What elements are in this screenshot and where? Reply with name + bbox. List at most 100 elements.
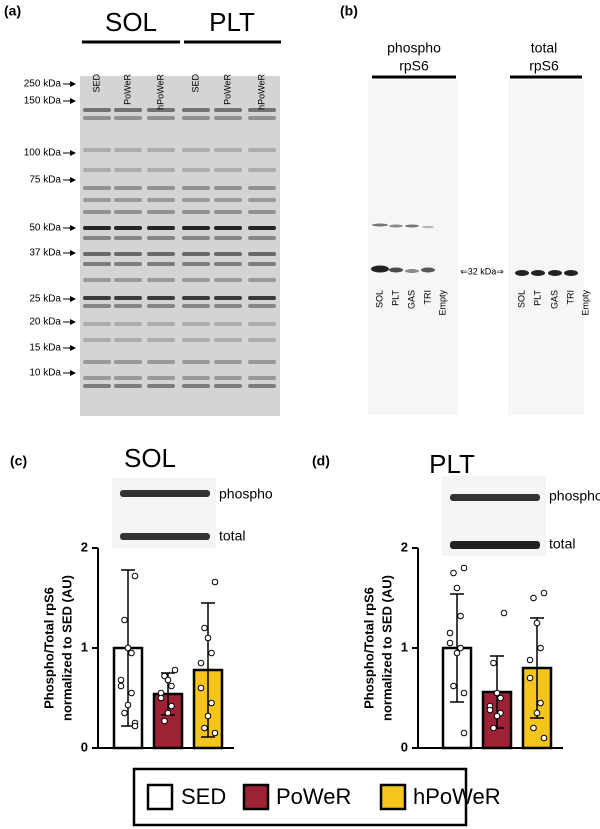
y-axis-label: Phospho/Total rpS6 bbox=[41, 587, 56, 709]
gel-band bbox=[147, 108, 175, 112]
gel-band bbox=[182, 322, 210, 326]
data-point bbox=[450, 682, 457, 690]
lane-label: GAS bbox=[406, 290, 416, 309]
gel-band bbox=[83, 252, 111, 256]
gel-band bbox=[248, 198, 276, 202]
lane-label: TRI bbox=[422, 290, 432, 305]
gel-band bbox=[83, 322, 111, 326]
gel-band bbox=[214, 210, 242, 214]
data-point bbox=[171, 666, 179, 674]
data-point bbox=[493, 712, 501, 720]
lane-label: PLT bbox=[532, 290, 542, 306]
gel-band bbox=[83, 108, 111, 112]
gel-band bbox=[114, 384, 142, 388]
gel-band bbox=[147, 198, 175, 202]
gel-band bbox=[182, 168, 210, 172]
y-axis-label: normalized to SED (AU) bbox=[379, 575, 394, 721]
data-point bbox=[204, 712, 212, 720]
data-point bbox=[530, 594, 537, 602]
gel-band bbox=[83, 148, 111, 152]
panel-label: (a) bbox=[4, 3, 21, 19]
data-point bbox=[128, 649, 135, 657]
y-tick-label: 2 bbox=[81, 539, 88, 554]
legend-swatch bbox=[242, 783, 270, 811]
marker-arrow-head bbox=[70, 319, 76, 325]
gel-band bbox=[214, 262, 242, 266]
marker-label: 50 kDa bbox=[29, 223, 61, 234]
marker-arrow-head bbox=[70, 345, 76, 351]
gel-band bbox=[214, 376, 242, 380]
gel-band bbox=[248, 384, 276, 388]
panel-label: (c) bbox=[10, 453, 27, 469]
lane-label: hPoWeR bbox=[256, 74, 266, 110]
gel-band bbox=[182, 304, 210, 308]
data-point bbox=[168, 702, 175, 710]
data-point bbox=[486, 706, 494, 714]
gel-band bbox=[248, 376, 276, 380]
gel-band bbox=[147, 278, 175, 282]
gel-band bbox=[147, 262, 175, 266]
gel-band bbox=[182, 278, 210, 282]
data-point bbox=[208, 699, 215, 707]
gel-band bbox=[248, 304, 276, 308]
inset-blot bbox=[112, 476, 546, 556]
data-point bbox=[201, 624, 208, 632]
gel-band bbox=[83, 262, 111, 266]
gel-band bbox=[248, 116, 276, 120]
gel-band bbox=[182, 252, 210, 256]
gel-band bbox=[114, 296, 142, 300]
data-point bbox=[164, 709, 172, 717]
marker-label: 37 kDa bbox=[29, 248, 61, 259]
gel-band bbox=[248, 360, 276, 364]
gel-band bbox=[83, 198, 111, 202]
lane-label: SED bbox=[190, 74, 200, 93]
gel-band bbox=[248, 236, 276, 240]
gel-band bbox=[83, 236, 111, 240]
gel-band bbox=[83, 278, 111, 282]
marker-label: 25 kDa bbox=[29, 294, 61, 305]
gel-band bbox=[114, 262, 142, 266]
gel-band bbox=[248, 278, 276, 282]
blot-title: phospho bbox=[387, 40, 441, 56]
gel-band bbox=[214, 168, 242, 172]
marker-label: 100 kDa bbox=[24, 148, 62, 159]
gel-band bbox=[114, 338, 142, 342]
y-tick-label: 2 bbox=[401, 539, 408, 554]
data-point bbox=[460, 689, 468, 697]
group-label: SOL bbox=[105, 7, 157, 37]
gel-band bbox=[214, 198, 242, 202]
panel-label: (b) bbox=[340, 3, 358, 19]
gel-band bbox=[248, 322, 276, 326]
gel-band bbox=[114, 252, 142, 256]
gel-band bbox=[214, 236, 242, 240]
marker-label: 75 kDa bbox=[29, 175, 61, 186]
marker-arrow-head bbox=[70, 370, 76, 376]
gel-band bbox=[182, 236, 210, 240]
y-axis-label: Phospho/Total rpS6 bbox=[361, 587, 376, 709]
gel-band bbox=[147, 236, 175, 240]
data-point bbox=[201, 724, 208, 732]
data-point bbox=[124, 701, 132, 709]
gel-band bbox=[248, 252, 276, 256]
gel-band bbox=[248, 296, 276, 300]
legend-label: hPoWeR bbox=[413, 784, 501, 809]
gel-band bbox=[114, 278, 142, 282]
legend-box bbox=[132, 767, 468, 827]
data-point bbox=[460, 564, 468, 572]
data-point bbox=[197, 684, 205, 692]
gel-band bbox=[214, 226, 242, 230]
lane-label: SOL bbox=[516, 290, 526, 308]
gel-band bbox=[214, 304, 242, 308]
gel-band bbox=[248, 226, 276, 230]
lane-label: PLT bbox=[390, 290, 400, 306]
error-bar bbox=[530, 617, 544, 719]
y-axis-label: normalized to SED (AU) bbox=[59, 575, 74, 721]
gel-image bbox=[508, 80, 584, 415]
legend-label: SED bbox=[181, 784, 226, 809]
gel-band bbox=[114, 116, 142, 120]
gel-band bbox=[114, 360, 142, 364]
data-point bbox=[497, 694, 504, 702]
gel-band bbox=[182, 296, 210, 300]
marker-label: 15 kDa bbox=[29, 343, 61, 354]
